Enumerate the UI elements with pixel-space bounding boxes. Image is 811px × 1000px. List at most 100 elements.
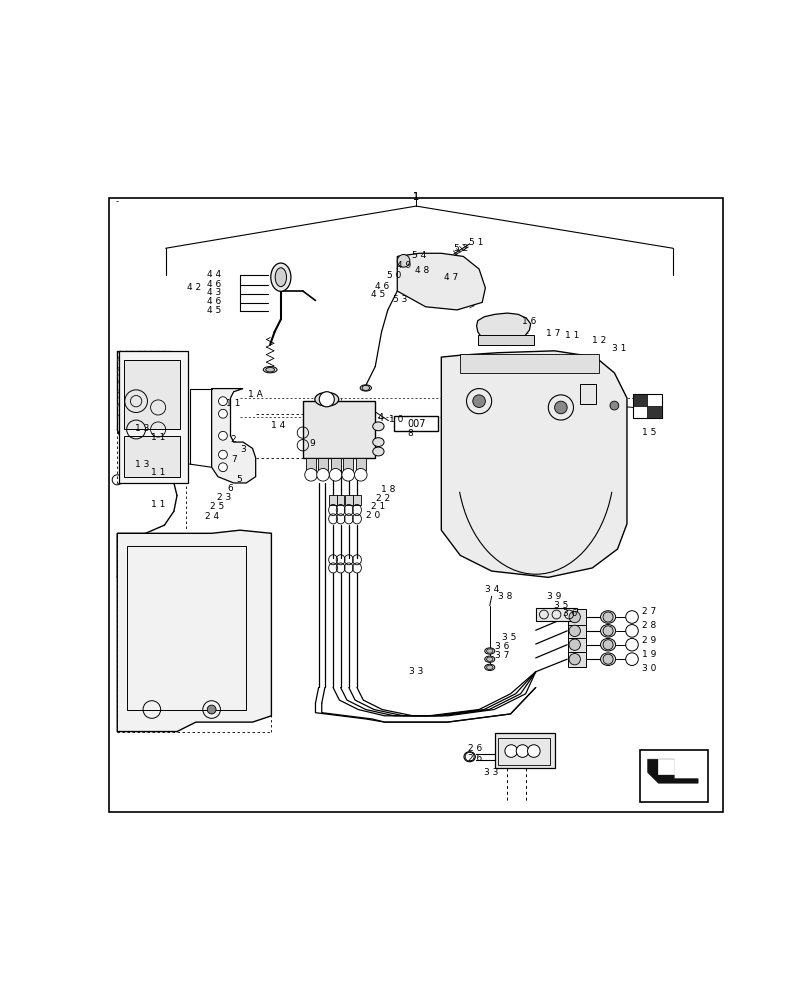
- Ellipse shape: [265, 367, 274, 372]
- Text: 5 1: 5 1: [469, 238, 483, 247]
- Text: 3 8: 3 8: [498, 592, 512, 601]
- Text: -: -: [116, 197, 118, 206]
- Text: 1 7: 1 7: [545, 329, 560, 338]
- Circle shape: [625, 611, 637, 623]
- Ellipse shape: [463, 752, 474, 762]
- Bar: [355, 458, 366, 470]
- Text: 2 2: 2 2: [376, 494, 390, 503]
- Circle shape: [603, 654, 612, 664]
- Text: 1 1: 1 1: [226, 399, 241, 408]
- Polygon shape: [441, 351, 626, 577]
- Bar: [579, 384, 594, 404]
- Text: 3 1: 3 1: [611, 344, 625, 353]
- Ellipse shape: [372, 447, 384, 456]
- Text: 3 3: 3 3: [409, 667, 423, 676]
- Polygon shape: [476, 313, 530, 341]
- Circle shape: [625, 625, 637, 637]
- Circle shape: [218, 431, 227, 440]
- Text: 1 1: 1 1: [564, 331, 579, 340]
- Bar: [568, 609, 586, 625]
- Text: 4 9: 4 9: [397, 261, 411, 270]
- Ellipse shape: [486, 657, 492, 661]
- Circle shape: [304, 469, 317, 481]
- Text: 4 6: 4 6: [207, 297, 221, 306]
- Text: 3 9: 3 9: [547, 592, 561, 601]
- Ellipse shape: [484, 664, 494, 671]
- Circle shape: [625, 638, 637, 651]
- Circle shape: [603, 612, 612, 622]
- Bar: [646, 406, 661, 418]
- Polygon shape: [647, 759, 697, 783]
- Text: 1 5: 1 5: [641, 428, 655, 437]
- Ellipse shape: [600, 611, 615, 623]
- Text: 7: 7: [230, 455, 236, 464]
- Ellipse shape: [486, 649, 492, 653]
- Text: 5 2: 5 2: [453, 244, 467, 253]
- Text: 1 0: 1 0: [388, 415, 403, 424]
- Text: 5 0: 5 0: [387, 271, 401, 280]
- Bar: [568, 652, 586, 667]
- Bar: [127, 546, 246, 710]
- Text: 4 8: 4 8: [414, 266, 429, 275]
- Polygon shape: [212, 389, 255, 483]
- Bar: [329, 495, 337, 505]
- Bar: [633, 394, 661, 418]
- Circle shape: [625, 653, 637, 665]
- Circle shape: [609, 401, 618, 410]
- Text: 2 6: 2 6: [467, 744, 481, 753]
- Text: 3 5: 3 5: [501, 633, 516, 642]
- Circle shape: [329, 469, 341, 481]
- Bar: [535, 608, 576, 621]
- Ellipse shape: [600, 625, 615, 637]
- Bar: [568, 637, 586, 652]
- Text: 4 2: 4 2: [187, 283, 200, 292]
- Circle shape: [603, 640, 612, 650]
- Ellipse shape: [372, 438, 384, 446]
- Text: 2: 2: [230, 435, 236, 444]
- Ellipse shape: [263, 367, 277, 373]
- Circle shape: [569, 625, 580, 637]
- Circle shape: [218, 397, 227, 406]
- Text: 4 7: 4 7: [443, 273, 457, 282]
- Text: 3 6: 3 6: [495, 642, 509, 651]
- Text: 1 3: 1 3: [135, 460, 149, 469]
- Bar: [123, 360, 180, 429]
- Ellipse shape: [315, 392, 338, 406]
- Text: 2 8: 2 8: [641, 621, 655, 630]
- Text: 6: 6: [227, 484, 233, 493]
- Ellipse shape: [270, 263, 290, 291]
- Circle shape: [504, 745, 517, 757]
- Bar: [494, 733, 554, 768]
- Bar: [658, 759, 673, 774]
- Text: 3: 3: [240, 445, 246, 454]
- Text: 1 2: 1 2: [590, 336, 605, 345]
- Circle shape: [218, 409, 227, 418]
- Circle shape: [569, 639, 580, 650]
- Circle shape: [554, 401, 566, 414]
- Text: 5: 5: [235, 475, 241, 484]
- Text: 2 3: 2 3: [217, 493, 231, 502]
- Text: 1: 1: [413, 192, 418, 202]
- Text: 3 6: 3 6: [563, 609, 577, 618]
- Text: 1 3: 1 3: [135, 424, 149, 433]
- Bar: [477, 335, 534, 345]
- Ellipse shape: [372, 422, 384, 431]
- Text: 2 1: 2 1: [371, 502, 385, 511]
- Text: 4 5: 4 5: [207, 306, 221, 315]
- Text: 4 4: 4 4: [207, 270, 221, 279]
- Bar: [318, 458, 328, 470]
- Bar: [306, 458, 315, 470]
- Circle shape: [465, 752, 474, 761]
- Circle shape: [472, 395, 485, 407]
- Circle shape: [319, 392, 334, 407]
- Text: 3 5: 3 5: [553, 601, 568, 610]
- Bar: [497, 738, 550, 765]
- Text: 4: 4: [377, 413, 383, 423]
- Text: 1: 1: [413, 192, 418, 202]
- Text: 5 3: 5 3: [393, 295, 407, 304]
- Ellipse shape: [275, 268, 286, 287]
- Bar: [568, 623, 586, 638]
- Circle shape: [316, 469, 329, 481]
- Bar: [303, 401, 375, 458]
- Text: 1 1: 1 1: [151, 433, 165, 442]
